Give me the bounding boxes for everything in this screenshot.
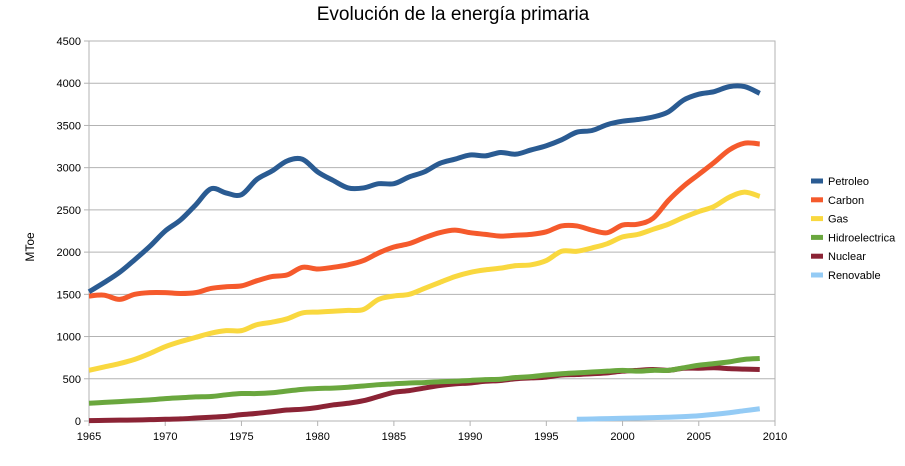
legend: Petroleo Carbon Gas Hidroelectrica Nuclear Re…	[811, 176, 896, 282]
series-line-gas	[88, 189, 761, 373]
legend-label-hidroelectrica: Hidroelectrica	[828, 232, 896, 244]
y-tick-label: 2000	[57, 247, 81, 259]
series-line-petroleo	[87, 83, 761, 294]
y-tick-label: 0	[75, 416, 81, 428]
x-tick-label: 1990	[458, 431, 482, 443]
y-tick-label: 500	[63, 374, 81, 386]
y-tick-label: 4000	[57, 78, 81, 90]
x-tick-label: 1995	[534, 431, 558, 443]
legend-label-nuclear: Nuclear	[828, 251, 866, 263]
legend-label-carbon: Carbon	[828, 195, 864, 207]
plot-area	[88, 40, 776, 422]
series-line-renovable	[576, 406, 761, 422]
legend-label-gas: Gas	[828, 214, 849, 226]
chart-title: Evolución de la energía primaria	[317, 4, 590, 25]
y-tick-label: 1000	[57, 332, 81, 344]
x-tick-label: 1985	[382, 431, 406, 443]
x-tick-label: 2000	[610, 431, 634, 443]
x-tick-labels: 1965 1970 1975 1980 1985 1990 1995 2000 2005 2010	[77, 431, 787, 443]
y-tick-label: 3500	[57, 120, 81, 132]
y-tick-label: 2500	[57, 205, 81, 217]
y-tick-label: 1500	[57, 289, 81, 301]
y-axis-label: MToe	[23, 232, 37, 262]
x-tick-label: 2010	[763, 431, 787, 443]
legend-label-petroleo: Petroleo	[828, 176, 869, 188]
series-lines	[87, 83, 761, 424]
series-line-nuclear	[88, 365, 760, 424]
y-tick-label: 4500	[57, 36, 81, 48]
legend-label-renovable: Renovable	[828, 270, 881, 282]
x-tick-label: 1980	[305, 431, 329, 443]
x-tick-label: 1965	[77, 431, 101, 443]
x-tick-label: 1975	[229, 431, 253, 443]
x-tick-label: 1970	[153, 431, 177, 443]
x-tick-label: 2005	[687, 431, 711, 443]
y-tick-labels: 0 500 1000 1500 2000 2500 3000 3500 4000 4500	[57, 36, 81, 428]
series-line-hidroelectrica	[88, 356, 760, 406]
series-line-carbon	[88, 140, 760, 302]
y-tick-label: 3000	[57, 163, 81, 175]
